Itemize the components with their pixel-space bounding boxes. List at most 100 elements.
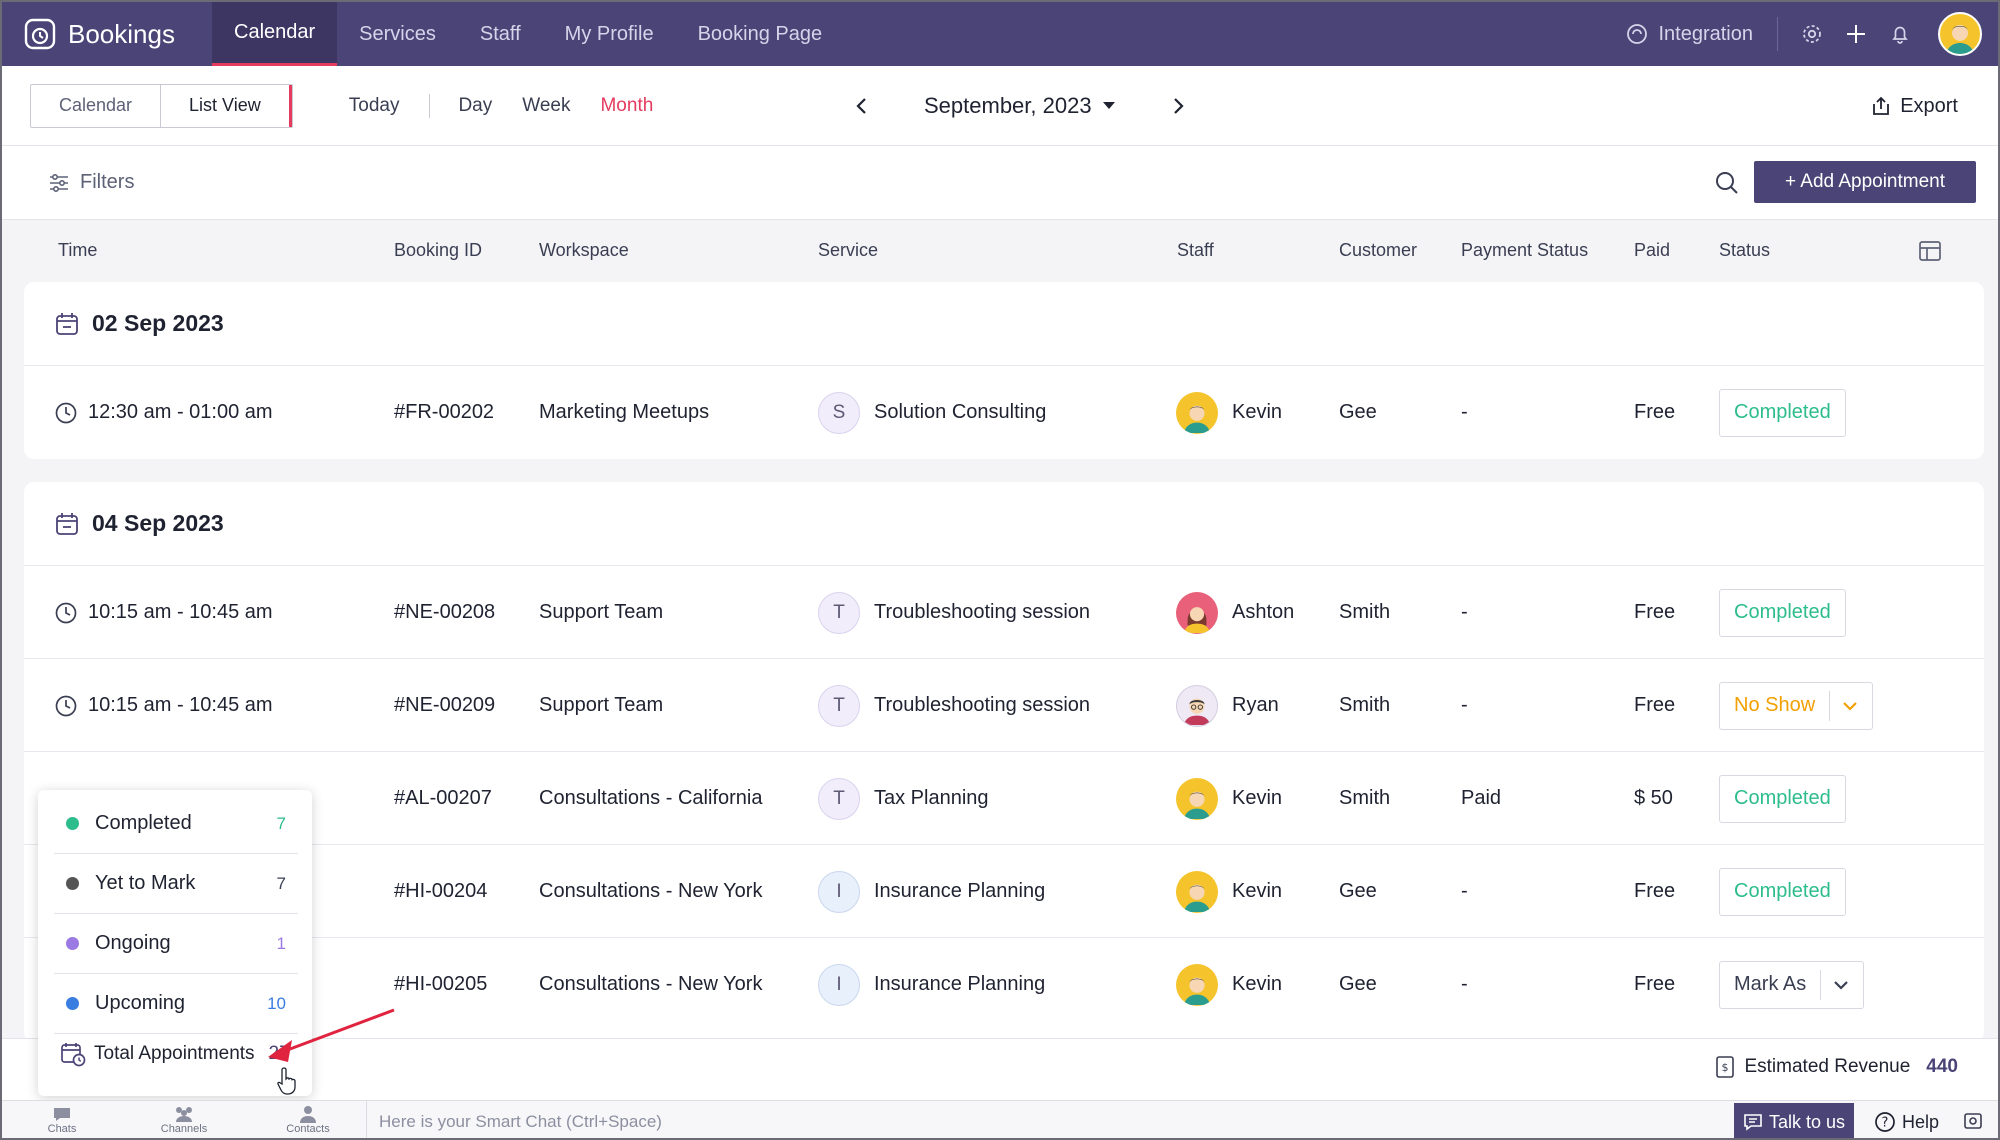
tab-booking-page[interactable]: Booking Page (697, 22, 823, 45)
service-initial-badge: I (818, 870, 860, 913)
calendar-view-button[interactable]: Calendar (59, 95, 133, 115)
contacts-button[interactable]: Contacts (248, 1105, 368, 1135)
month-picker[interactable]: September, 2023 (924, 93, 1116, 119)
range-divider (429, 93, 431, 118)
staff-cell: Ashton (1176, 566, 1294, 659)
workspace-cell: Consultations - California (539, 787, 763, 809)
next-month-button[interactable] (1166, 96, 1190, 116)
status-cell: Completed (1719, 752, 1846, 845)
integration-link[interactable]: Integration (1626, 17, 1778, 51)
search-button[interactable] (1714, 170, 1740, 201)
column-header-staff[interactable]: Staff (1177, 240, 1214, 260)
table-row[interactable]: 12:30 am - 01:00 am #FR-00202 Marketing … (24, 366, 1984, 459)
status-badge[interactable]: Completed (1719, 388, 1846, 437)
service-initial-badge: T (818, 777, 860, 820)
tab-services[interactable]: Services (359, 22, 436, 45)
summary-item-completed[interactable]: Completed 7 (54, 794, 298, 854)
column-header-service[interactable]: Service (818, 240, 879, 260)
summary-item-ongoing[interactable]: Ongoing 1 (54, 914, 298, 974)
table-row[interactable]: #HI-00204 Consultations - New York I Ins… (24, 845, 1984, 938)
booking-id-link[interactable]: #FR-00202 (394, 401, 495, 423)
add-button[interactable] (1834, 12, 1878, 56)
list-view-button[interactable]: List View (160, 84, 292, 127)
status-dropdown[interactable]: No Show (1719, 681, 1874, 730)
staff-name: Kevin (1232, 401, 1283, 423)
help-button[interactable]: ? Help (1874, 1101, 1939, 1138)
summary-label: Yet to Mark (95, 872, 196, 894)
status-badge[interactable]: Completed (1719, 774, 1846, 823)
previous-month-button[interactable] (850, 96, 874, 116)
table-row[interactable]: #HI-00205 Consultations - New York I Ins… (24, 938, 1984, 1031)
talk-to-us-button[interactable]: Talk to us (1734, 1103, 1854, 1138)
staff-name: Kevin (1232, 973, 1283, 995)
status-badge[interactable]: Completed (1719, 867, 1846, 916)
booking-id-link[interactable]: #HI-00205 (394, 973, 488, 995)
tab-my-profile[interactable]: My Profile (564, 22, 654, 45)
day-button[interactable]: Day (458, 94, 493, 116)
mark-as-dropdown[interactable]: Mark As (1719, 960, 1865, 1009)
summary-item-upcoming[interactable]: Upcoming 10 (54, 974, 298, 1034)
booking-id-link[interactable]: #HI-00204 (394, 880, 488, 902)
status-dropdown-toggle[interactable] (1820, 969, 1849, 1000)
staff-cell: Kevin (1176, 752, 1282, 845)
chats-button[interactable]: Chats (2, 1105, 122, 1135)
staff-avatar (1176, 963, 1218, 1006)
column-header-customer[interactable]: Customer (1339, 240, 1418, 260)
service-initial-badge: I (818, 963, 860, 1006)
chevron-left-icon (856, 98, 866, 114)
user-avatar-icon (1946, 25, 1974, 54)
booking-id-link[interactable]: #AL-00207 (394, 787, 492, 809)
column-header-booking-id[interactable]: Booking ID (394, 240, 483, 260)
status-badge[interactable]: Completed (1719, 588, 1846, 637)
time-cell: 10:15 am - 10:45 am (54, 659, 273, 752)
column-header-paid[interactable]: Paid (1634, 240, 1671, 260)
week-button[interactable]: Week (522, 94, 571, 116)
contact-person-icon (300, 1106, 316, 1123)
column-header-time[interactable]: Time (58, 240, 98, 260)
channels-button[interactable]: Channels (124, 1105, 244, 1135)
filters-button[interactable]: Filters (48, 171, 134, 194)
staff-avatar (1176, 684, 1218, 727)
table-row[interactable]: #AL-00207 Consultations - California T T… (24, 752, 1984, 845)
table-row[interactable]: 10:15 am - 10:45 am #NE-00208 Support Te… (24, 566, 1984, 659)
support-icon[interactable] (1962, 1111, 1984, 1133)
month-button[interactable]: Month (600, 94, 654, 116)
today-button[interactable]: Today (348, 94, 400, 116)
brand[interactable]: Bookings (2, 2, 212, 66)
smart-chat-input[interactable]: Here is your Smart Chat (Ctrl+Space) (366, 1101, 1732, 1138)
tab-calendar[interactable]: Calendar (212, 2, 338, 66)
tab-staff[interactable]: Staff (479, 22, 521, 45)
total-appointments[interactable]: Total Appointments 27 (60, 1030, 290, 1078)
user-avatar[interactable] (1938, 12, 1982, 56)
status-dropdown-toggle[interactable] (1829, 690, 1858, 721)
column-header-workspace[interactable]: Workspace (539, 240, 629, 260)
customer-cell: Gee (1339, 880, 1377, 902)
workspace-cell: Marketing Meetups (539, 401, 710, 423)
service-name: Tax Planning (874, 787, 989, 809)
date-label: 02 Sep 2023 (92, 310, 224, 336)
notifications-button[interactable] (1878, 12, 1922, 56)
payment-status-cell: Paid (1461, 787, 1502, 809)
column-header-payment-status[interactable]: Payment Status (1461, 240, 1589, 260)
staff-cell: Kevin (1176, 938, 1282, 1031)
summary-count: 10 (267, 993, 286, 1013)
summary-item-yet-to-mark[interactable]: Yet to Mark 7 (54, 854, 298, 914)
appointment-summary-popover: Completed 7 Yet to Mark 7 Ongoing 1 Upco… (38, 790, 312, 1096)
service-initial-badge: S (818, 391, 860, 434)
date-group-header: 02 Sep 2023 (24, 282, 1984, 366)
column-header-status[interactable]: Status (1719, 240, 1771, 260)
settings-button[interactable] (1790, 12, 1834, 56)
integration-icon (1627, 24, 1648, 44)
booking-id-link[interactable]: #NE-00208 (394, 601, 496, 623)
staff-name: Kevin (1232, 880, 1283, 902)
filters-label: Filters (80, 171, 135, 193)
nav-actions: Integration (1626, 2, 1998, 66)
booking-id-link[interactable]: #NE-00209 (394, 694, 496, 716)
customer-cell: Smith (1339, 694, 1391, 716)
add-appointment-button[interactable]: + Add Appointment (1754, 161, 1976, 203)
summary-count: 7 (276, 813, 286, 833)
column-settings-icon[interactable] (1918, 240, 1942, 262)
table-row[interactable]: 10:15 am - 10:45 am #NE-00209 Support Te… (24, 659, 1984, 752)
status-cell: Completed (1719, 566, 1846, 659)
export-button[interactable]: Export (1870, 66, 1958, 146)
